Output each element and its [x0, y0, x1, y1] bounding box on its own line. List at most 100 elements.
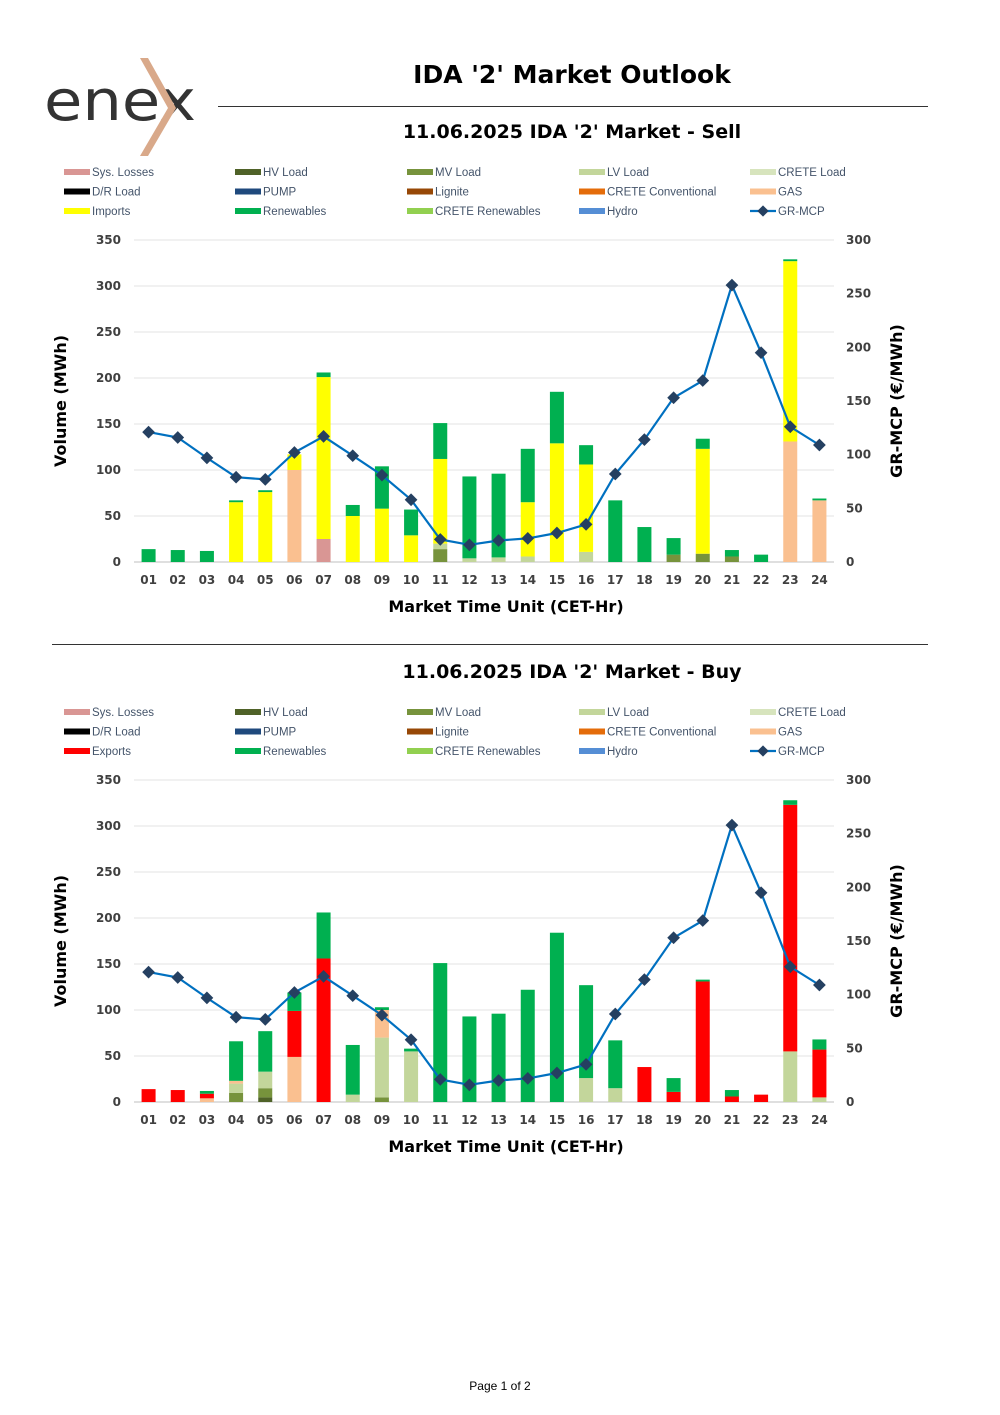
- buy-bar-renewables: [491, 1013, 506, 1102]
- sell-bar-imports: [549, 443, 564, 562]
- sell-y-tick-label: 250: [96, 325, 121, 339]
- svg-text:GR-MCP: GR-MCP: [778, 206, 825, 218]
- buy-y-tick-label: 100: [96, 1003, 121, 1017]
- svg-text:CRETE Conventional: CRETE Conventional: [607, 727, 716, 739]
- sell-mcp-point: [229, 470, 243, 484]
- sell-bar-imports: [229, 502, 244, 562]
- sell-mcp-point: [696, 374, 710, 387]
- sell-mcp-point: [171, 431, 185, 444]
- sell-bar-sys-losses: [316, 539, 331, 562]
- sell-legend-imports: Imports: [64, 206, 131, 218]
- buy-bar-renewables: [608, 1040, 623, 1089]
- buy-bar-renewables: [404, 1048, 419, 1052]
- sell-legend-hydro: Hydro: [579, 206, 638, 218]
- buy-bar-renewables: [724, 1090, 739, 1097]
- buy-y2-tick-label: 100: [846, 988, 871, 1002]
- buy-bar-exports: [170, 1090, 185, 1102]
- buy-bar-lv-load: [229, 1083, 244, 1093]
- sell-y2-tick-label: 50: [846, 501, 863, 515]
- sell-y-tick-label: 0: [113, 555, 121, 569]
- sell-legend-crete-renewables: CRETE Renewables: [407, 206, 541, 218]
- sell-x-tick-label: 11: [432, 573, 449, 587]
- sell-y2-tick-label: 100: [846, 448, 871, 462]
- sell-x-tick-label: 13: [490, 573, 507, 587]
- buy-x-tick-label: 22: [753, 1113, 770, 1127]
- buy-bar-lv-load: [812, 1097, 827, 1102]
- sell-x-tick-label: 04: [228, 573, 245, 587]
- sell-legend-crete-conventional: CRETE Conventional: [579, 187, 716, 199]
- buy-bar-lv-load: [345, 1094, 360, 1102]
- sell-mcp-point: [725, 278, 739, 292]
- svg-text:HV Load: HV Load: [263, 707, 308, 719]
- buy-mcp-point: [696, 914, 710, 927]
- sell-x-tick-label: 10: [403, 573, 420, 587]
- buy-x-tick-label: 23: [782, 1113, 799, 1127]
- sell-mcp-point: [667, 391, 680, 405]
- sell-x-tick-label: 03: [199, 573, 216, 587]
- buy-bar-exports: [316, 958, 331, 1102]
- buy-mcp-point: [346, 989, 360, 1003]
- sell-y-tick-label: 100: [96, 463, 121, 477]
- sell-bar-imports: [316, 377, 331, 539]
- sell-bar-renewables: [549, 391, 564, 444]
- buy-mcp-point: [463, 1078, 476, 1092]
- sell-legend-renewables: Renewables: [235, 206, 327, 218]
- sell-y-tick-label: 350: [96, 233, 121, 247]
- sell-bar-lv-load: [579, 551, 594, 562]
- buy-x-tick-label: 19: [665, 1113, 682, 1127]
- page-footer: Page 1 of 2: [469, 1379, 531, 1393]
- buy-bar-renewables: [812, 1039, 827, 1050]
- buy-mcp-point: [754, 886, 768, 900]
- buy-bar-exports: [812, 1049, 827, 1098]
- buy-bar-exports: [287, 1010, 302, 1057]
- sell-x-tick-label: 19: [665, 573, 682, 587]
- buy-x-tick-label: 09: [374, 1113, 391, 1127]
- buy-bar-renewables: [229, 1041, 244, 1081]
- buy-x-tick-label: 14: [519, 1113, 536, 1127]
- sell-bar-renewables: [754, 554, 769, 562]
- buy-bar-renewables: [666, 1078, 681, 1092]
- svg-text:CRETE Renewables: CRETE Renewables: [435, 206, 541, 218]
- sell-bar-renewables: [783, 259, 798, 262]
- buy-mcp-point: [433, 1073, 447, 1086]
- sell-bar-renewables: [520, 448, 535, 503]
- buy-x-tick-label: 06: [286, 1113, 303, 1127]
- sell-y2-axis-title: GR-MCP (€/MWh): [887, 324, 906, 478]
- buy-legend-renewables: Renewables: [235, 746, 327, 758]
- sell-bar-imports: [433, 458, 448, 544]
- buy-y-axis-title: Volume (MWh): [51, 875, 70, 1007]
- sell-bar-lv-load: [433, 543, 448, 550]
- buy-bar-exports: [754, 1094, 769, 1102]
- sell-bar-renewables: [258, 490, 273, 493]
- sell-mcp-point: [258, 472, 272, 486]
- buy-y-tick-label: 200: [96, 911, 121, 925]
- sell-legend-d-r-load: D/R Load: [64, 187, 141, 199]
- buy-mcp-point: [142, 965, 155, 979]
- sell-bar-imports: [695, 448, 710, 554]
- sell-legend-hv-load: HV Load: [235, 167, 308, 179]
- sell-bar-renewables: [433, 423, 448, 459]
- buy-chart-title: 11.06.2025 IDA '2' Market - Buy: [402, 661, 742, 683]
- buy-x-tick-label: 21: [724, 1113, 741, 1127]
- svg-text:LV Load: LV Load: [607, 167, 649, 179]
- sell-y2-tick-label: 300: [846, 233, 871, 247]
- sell-y2-tick-label: 0: [846, 555, 854, 569]
- buy-x-tick-label: 12: [461, 1113, 478, 1127]
- sell-mcp-point: [754, 346, 768, 360]
- buy-x-tick-label: 07: [315, 1113, 332, 1127]
- buy-legend-lignite: Lignite: [407, 727, 469, 739]
- sell-y-tick-label: 50: [104, 509, 121, 523]
- buy-bar-hv-load: [258, 1097, 273, 1102]
- sell-x-tick-label: 12: [461, 573, 478, 587]
- sell-bar-renewables: [695, 438, 710, 449]
- buy-bar-lv-load: [579, 1078, 594, 1102]
- buy-bar-gas: [229, 1080, 244, 1084]
- sell-bar-mv-load: [724, 556, 739, 562]
- sell-bar-renewables: [666, 538, 681, 555]
- svg-text:CRETE Renewables: CRETE Renewables: [435, 746, 541, 758]
- sell-bar-imports: [258, 492, 273, 562]
- sell-bar-gas: [287, 470, 302, 562]
- sell-bar-mv-load: [695, 553, 710, 562]
- svg-text:Sys. Losses: Sys. Losses: [92, 167, 154, 179]
- buy-bar-exports: [666, 1091, 681, 1102]
